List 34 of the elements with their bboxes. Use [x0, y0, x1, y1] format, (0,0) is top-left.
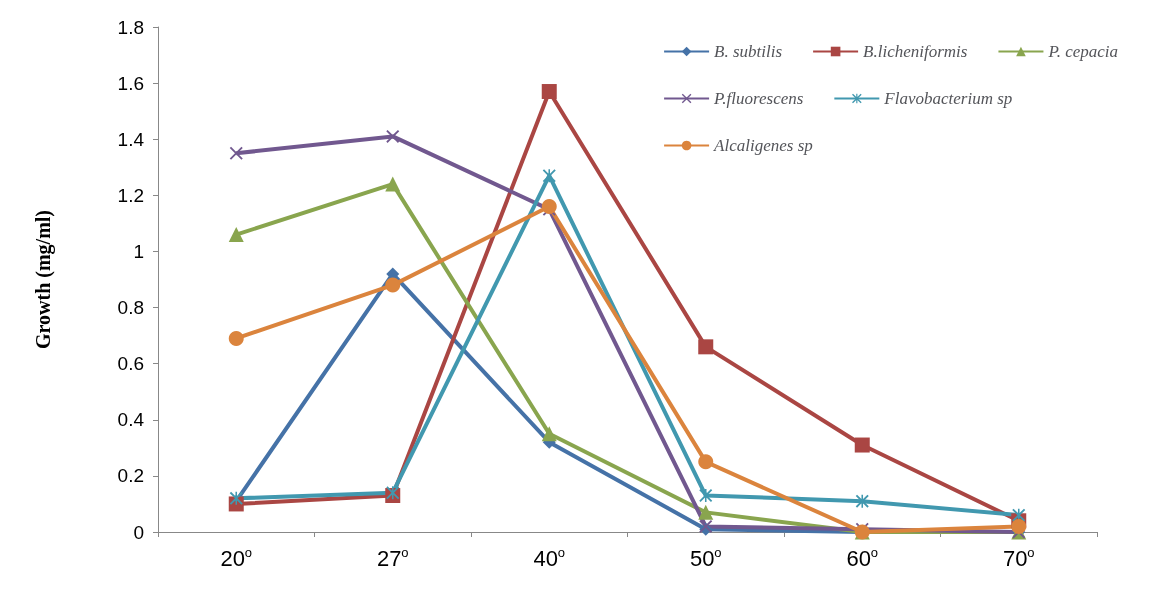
point — [228, 330, 244, 346]
y-tick-label: 0.8 — [117, 297, 144, 319]
legend-label: P.fluorescens — [713, 89, 804, 108]
y-tick-label: 1.4 — [117, 128, 145, 150]
point — [385, 176, 401, 192]
y-tick-label: 0.4 — [117, 409, 145, 431]
y-tick-label: 0 — [133, 521, 144, 543]
y-axis-title: Growth (mg/ml) — [32, 209, 55, 350]
point — [541, 426, 557, 442]
legend-label: Flavobacterium sp — [883, 89, 1013, 108]
legend-label: B.licheniformis — [863, 42, 968, 61]
point — [385, 277, 401, 293]
y-tick-label: 1.6 — [117, 72, 144, 94]
y-tick-label: 0.2 — [117, 465, 144, 487]
point — [229, 146, 243, 160]
point — [386, 129, 400, 143]
point — [541, 84, 557, 100]
point — [698, 339, 714, 355]
point — [698, 504, 714, 520]
y-tick-label: 1.8 — [117, 16, 144, 38]
point — [228, 227, 244, 243]
point — [542, 169, 556, 183]
point — [1011, 518, 1027, 534]
y-tick-label: 0.6 — [117, 353, 144, 375]
legend-label: Alcaligenes sp — [713, 136, 813, 155]
y-tick-label: 1 — [133, 240, 144, 262]
point — [854, 437, 870, 453]
y-tick-label: 1.2 — [117, 184, 144, 206]
point — [386, 486, 400, 500]
point — [699, 489, 713, 503]
legend-label: P. cepacia — [1047, 42, 1119, 61]
point — [698, 454, 714, 470]
legend-label: B. subtilis — [714, 42, 783, 61]
point — [855, 494, 869, 508]
